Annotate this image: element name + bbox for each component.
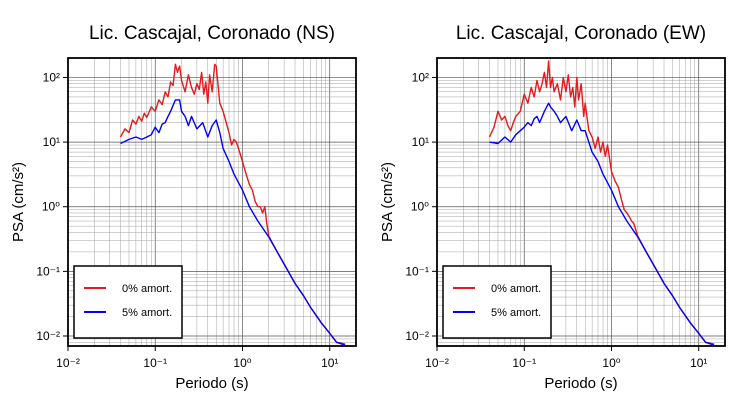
legend: 0% amort. 5% amort.	[442, 265, 552, 339]
legend-label: 0% amort.	[122, 283, 172, 295]
plot-frame	[67, 57, 357, 347]
plot-frame	[436, 57, 726, 347]
series-line-red	[119, 63, 346, 345]
legend-label: 5% amort.	[491, 307, 541, 319]
x-tick-label: 10⁰	[233, 356, 251, 370]
chart-title: Lic. Cascajal, Coronado (EW)	[456, 23, 706, 44]
panel-ns: 10⁻² 10⁻¹ 10⁰ 10¹ 10⁻² 10⁻¹ 10⁰ 10¹ 10² Lic. Casc…	[10, 23, 357, 392]
x-tick-label: 10⁻²	[56, 356, 80, 370]
y-tick-label: 10²	[412, 70, 429, 84]
x-tick-label: 10⁰	[602, 356, 620, 370]
y-tick-label: 10⁻²	[405, 329, 429, 343]
grid	[67, 57, 357, 347]
legend: 0% amort. 5% amort.	[73, 265, 183, 339]
y-tick-label: 10⁰	[411, 200, 429, 214]
series-line-red	[488, 60, 715, 345]
legend-box	[442, 265, 552, 339]
y-tick-label: 10⁰	[42, 200, 60, 214]
series-line-blue	[120, 99, 346, 346]
legend-box	[73, 265, 183, 339]
y-tick-label: 10⁻¹	[36, 264, 60, 278]
x-axis-label: Periodo (s)	[175, 375, 248, 392]
chart-title: Lic. Cascajal, Coronado (NS)	[89, 23, 335, 44]
y-tick-label: 10¹	[412, 135, 429, 149]
x-tick-label: 10¹	[690, 356, 707, 370]
series-line-blue	[489, 102, 715, 346]
panel-ew: 10⁻² 10⁻¹ 10⁰ 10¹ 10⁻² 10⁻¹ 10⁰ 10¹ 10² Lic. Casc…	[379, 23, 726, 392]
legend-label: 5% amort.	[122, 307, 172, 319]
x-axis-label: Periodo (s)	[544, 375, 617, 392]
y-tick-label: 10¹	[43, 135, 60, 149]
legend-label: 0% amort.	[491, 283, 541, 295]
y-tick-label: 10⁻¹	[405, 264, 429, 278]
y-tick-label: 10²	[43, 70, 60, 84]
x-tick-label: 10⁻¹	[512, 356, 536, 370]
y-axis-label: PSA (cm/s²)	[379, 162, 396, 242]
x-tick-label: 10⁻¹	[143, 356, 167, 370]
y-tick-label: 10⁻²	[36, 329, 60, 343]
y-axis-label: PSA (cm/s²)	[10, 162, 27, 242]
x-tick-label: 10¹	[321, 356, 338, 370]
x-tick-label: 10⁻²	[425, 356, 449, 370]
